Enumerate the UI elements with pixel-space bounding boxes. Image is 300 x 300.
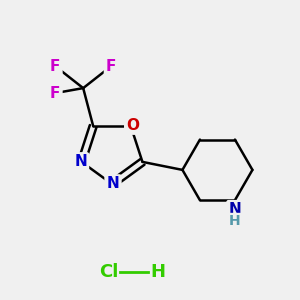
Text: F: F [50, 58, 60, 74]
Text: N: N [229, 202, 241, 217]
Text: F: F [106, 58, 116, 74]
Text: H: H [150, 263, 165, 281]
Text: O: O [126, 118, 139, 133]
Text: H: H [229, 214, 241, 228]
Text: N: N [74, 154, 87, 169]
Text: Cl: Cl [99, 263, 118, 281]
Text: N: N [106, 176, 119, 191]
Text: F: F [50, 85, 60, 100]
